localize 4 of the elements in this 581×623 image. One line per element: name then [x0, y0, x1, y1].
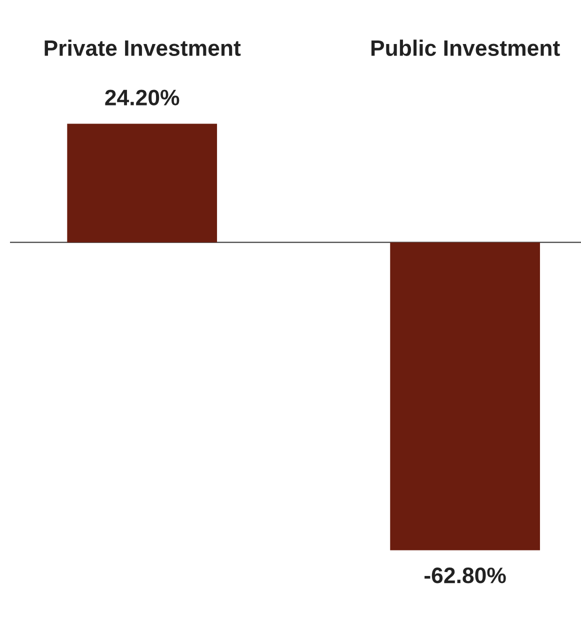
data-label: 24.20%	[105, 90, 180, 106]
data-label: -62.80%	[424, 568, 506, 584]
x-tick-label: Private Investment	[44, 40, 241, 56]
x-tick-label: Public Investment	[371, 40, 560, 56]
